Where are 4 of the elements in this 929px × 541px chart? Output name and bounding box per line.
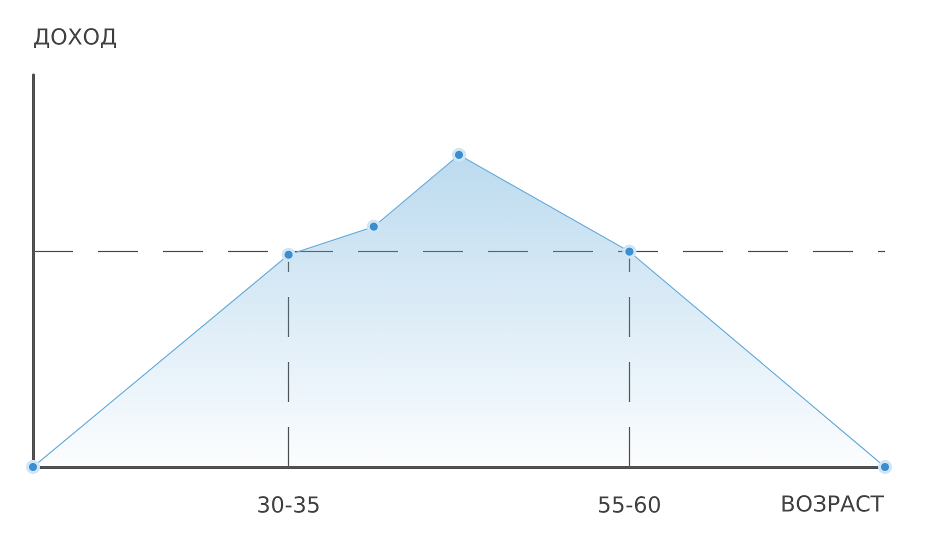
y-axis-title: ДОХОД <box>33 26 118 50</box>
x-tick-label: 55-60 <box>597 494 662 518</box>
x-axis-title: ВОЗРАСТ <box>780 492 885 518</box>
x-tick-label: 30-35 <box>256 494 321 518</box>
